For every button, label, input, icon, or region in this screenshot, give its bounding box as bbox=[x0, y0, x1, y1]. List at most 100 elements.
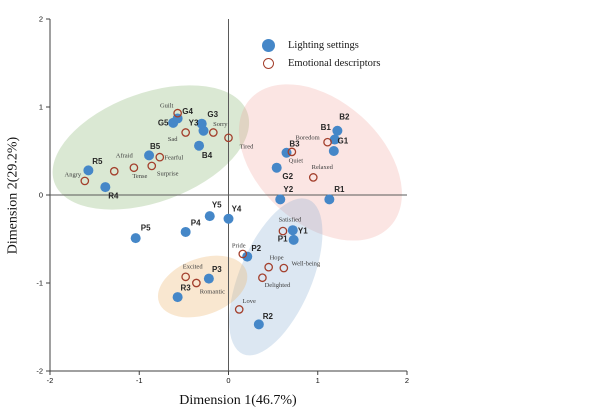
x-axis-title: Dimension 1(46.7%) bbox=[179, 393, 297, 408]
point-B4 bbox=[194, 140, 205, 151]
point-romantic bbox=[192, 278, 201, 288]
y-tick-label: 1 bbox=[39, 103, 43, 112]
descriptor-label-surprise: Surprise bbox=[157, 170, 179, 177]
point-love bbox=[234, 305, 244, 314]
point-P4 bbox=[180, 226, 191, 237]
legend-item-lighting-settings: Lighting settings bbox=[262, 39, 380, 52]
point-satisfied bbox=[278, 226, 288, 236]
point-afraid bbox=[109, 166, 119, 176]
descriptor-label-excited: Excited bbox=[183, 263, 204, 270]
point-pride bbox=[238, 249, 248, 259]
point-G3 bbox=[196, 118, 207, 129]
point-hope bbox=[264, 262, 274, 272]
x-tick-label: 1 bbox=[316, 376, 320, 385]
legend-label-emotional-descriptors: Emotional descriptors bbox=[288, 58, 381, 69]
point-R5 bbox=[83, 165, 94, 176]
point-tired bbox=[224, 133, 233, 143]
point-label-G1: G1 bbox=[337, 137, 348, 146]
point-label-Y1: Y1 bbox=[298, 227, 308, 236]
point-R1 bbox=[324, 194, 335, 205]
open-circle-icon bbox=[263, 58, 274, 69]
point-R3 bbox=[172, 292, 183, 303]
point-label-R4: R4 bbox=[108, 192, 119, 201]
point-sorry bbox=[208, 128, 218, 137]
point-tense bbox=[129, 163, 139, 173]
point-B5 bbox=[144, 150, 155, 161]
legend: Lighting settings Emotional descriptors bbox=[262, 39, 380, 70]
point-relaxed bbox=[308, 173, 318, 182]
point-label-G2: G2 bbox=[282, 172, 293, 181]
x-tick-label: 0 bbox=[226, 376, 230, 385]
descriptor-label-pride: Pride bbox=[232, 242, 246, 249]
y-axis-title: Dimension 2(29.2%) bbox=[5, 136, 21, 255]
y-tick-label: 2 bbox=[39, 15, 43, 24]
point-sad bbox=[181, 128, 191, 137]
point-G2 bbox=[271, 162, 282, 173]
legend-item-emotional-descriptors: Emotional descriptors bbox=[262, 57, 380, 70]
descriptor-label-romantic: Romantic bbox=[200, 289, 225, 296]
descriptor-label-satisfied: Satisfied bbox=[279, 217, 302, 224]
point-P3 bbox=[203, 273, 214, 284]
point-label-Y5: Y5 bbox=[212, 201, 222, 210]
point-label-P5: P5 bbox=[141, 224, 151, 233]
descriptor-label-sad: Sad bbox=[168, 136, 179, 143]
point-fearful bbox=[155, 152, 165, 162]
point-Y1 bbox=[287, 225, 298, 236]
descriptor-label-fearful: Fearful bbox=[164, 155, 183, 162]
point-label-P1: P1 bbox=[278, 234, 288, 243]
x-tick-label: -2 bbox=[47, 376, 54, 385]
x-tick-label: 2 bbox=[405, 376, 409, 385]
point-boredom bbox=[323, 137, 332, 147]
point-label-G5: G5 bbox=[158, 118, 169, 127]
point-P2 bbox=[242, 251, 253, 262]
point-Y5 bbox=[204, 211, 215, 222]
cluster-ellipse-negative-emotions-green bbox=[52, 85, 250, 210]
point-label-R2: R2 bbox=[263, 312, 274, 321]
point-delighted bbox=[258, 273, 267, 283]
descriptor-label-delighted: Delighted bbox=[265, 282, 291, 289]
point-guilt bbox=[173, 108, 182, 118]
point-P1 bbox=[288, 234, 299, 245]
point-well-being bbox=[279, 263, 289, 273]
point-label-P3: P3 bbox=[212, 265, 222, 274]
descriptor-label-afraid: Afraid bbox=[116, 153, 134, 160]
point-angry bbox=[80, 176, 90, 186]
point-label-B3: B3 bbox=[289, 139, 300, 148]
point-label-Y2: Y2 bbox=[283, 185, 293, 194]
point-R4 bbox=[100, 182, 111, 193]
point-B2 bbox=[332, 125, 343, 136]
point-label-B1: B1 bbox=[321, 123, 332, 132]
descriptor-label-sorry: Sorry bbox=[213, 121, 228, 128]
descriptor-label-relaxed: Relaxed bbox=[312, 164, 334, 171]
descriptor-label-tired: Tired bbox=[240, 143, 255, 150]
cluster-ellipse-excited-romantic-tan bbox=[157, 255, 248, 318]
descriptor-label-guilt: Guilt bbox=[160, 103, 174, 110]
point-R2 bbox=[253, 319, 264, 330]
descriptor-label-quiet: Quiet bbox=[289, 157, 304, 164]
descriptor-label-well-being: Well-being bbox=[291, 261, 320, 268]
y-tick-label: 0 bbox=[39, 191, 43, 200]
point-label-P2: P2 bbox=[251, 244, 261, 253]
point-B1 bbox=[329, 134, 340, 145]
legend-label-lighting-settings: Lighting settings bbox=[288, 40, 359, 51]
descriptor-label-tense: Tense bbox=[132, 173, 147, 180]
point-Y2 bbox=[275, 194, 286, 205]
point-P5 bbox=[130, 233, 141, 244]
point-Y4 bbox=[223, 213, 234, 224]
point-label-G4: G4 bbox=[182, 107, 193, 116]
descriptor-label-love: Love bbox=[243, 298, 256, 305]
descriptor-label-boredom: Boredom bbox=[295, 135, 319, 142]
point-label-B4: B4 bbox=[202, 151, 213, 160]
point-label-B2: B2 bbox=[339, 112, 350, 121]
x-tick-label: -1 bbox=[136, 376, 143, 385]
cluster-ellipse-positive-emotions-blue bbox=[229, 198, 323, 356]
point-label-R3: R3 bbox=[181, 284, 192, 293]
descriptor-label-hope: Hope bbox=[270, 255, 284, 262]
point-label-R5: R5 bbox=[92, 157, 103, 166]
y-tick-label: -1 bbox=[36, 279, 43, 288]
point-label-Y3: Y3 bbox=[189, 118, 199, 127]
point-G1 bbox=[328, 146, 339, 156]
point-label-B5: B5 bbox=[150, 142, 161, 151]
